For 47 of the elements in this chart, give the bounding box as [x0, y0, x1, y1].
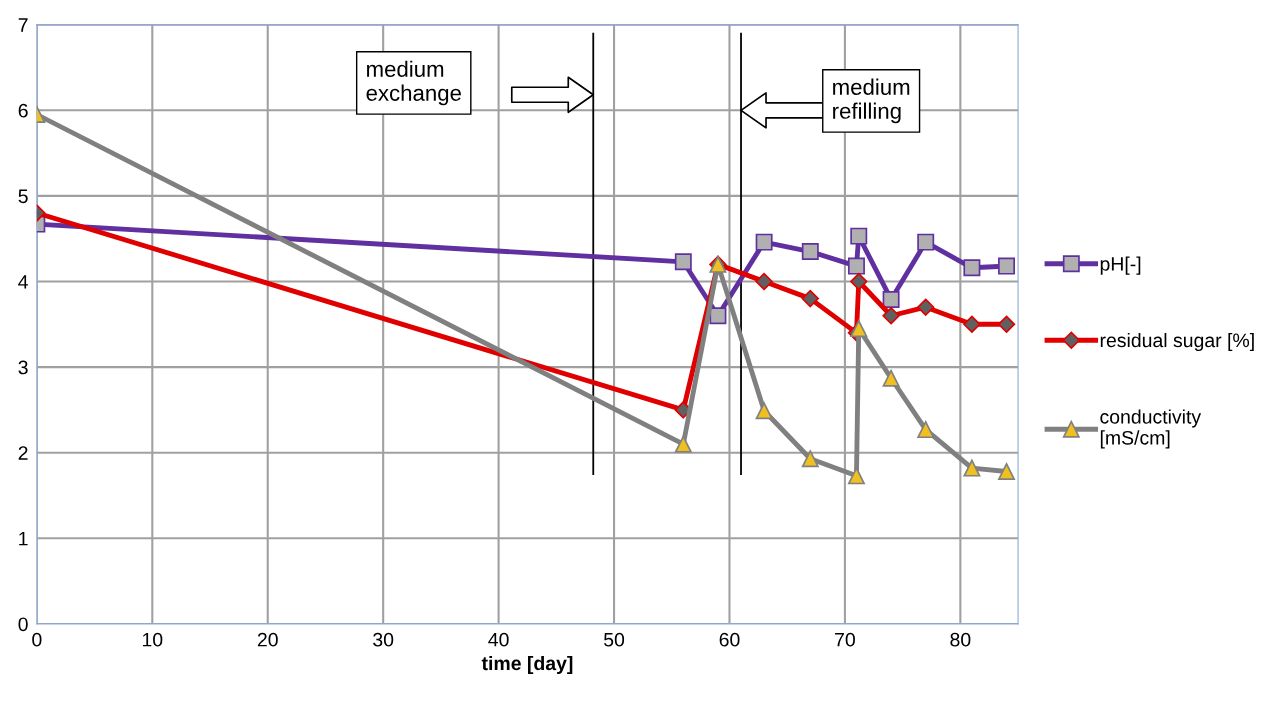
x-tick-label: 50 [604, 632, 625, 647]
y-tick-label: 6 [18, 103, 28, 118]
point [997, 315, 1016, 333]
point [674, 435, 692, 453]
point [755, 233, 773, 251]
y-tick-label: 3 [18, 360, 28, 375]
annotation: medium exchange [366, 60, 461, 106]
point [850, 272, 868, 291]
point [755, 402, 773, 420]
y-tick-label: 7 [18, 18, 28, 32]
x-tick-label: 0 [32, 632, 42, 647]
x-tick-label: 40 [488, 632, 509, 647]
point [963, 259, 981, 277]
point [847, 257, 865, 275]
point [963, 459, 981, 477]
point [709, 307, 727, 325]
point [882, 307, 900, 325]
point [998, 257, 1016, 275]
point [882, 290, 900, 308]
x-tick-label: 80 [950, 632, 971, 647]
x-tick-label: 60 [719, 632, 740, 647]
point [850, 320, 868, 338]
point [998, 463, 1016, 481]
y-tick-label: 1 [19, 531, 28, 546]
point [882, 369, 900, 387]
y-tick-label: 4 [18, 275, 28, 289]
y-tick-label: 5 [18, 189, 28, 204]
legend-label: pH[-] [1100, 256, 1141, 275]
x-tick-label: 70 [835, 632, 855, 647]
point [850, 227, 868, 245]
point [801, 450, 819, 468]
point [801, 243, 819, 261]
y-tick-label: 0 [18, 617, 28, 632]
point [801, 289, 819, 308]
x-axis-title: time [day] [481, 655, 573, 675]
x-tick-label: 10 [142, 632, 163, 647]
x-tick-label: 20 [257, 632, 278, 647]
point [917, 298, 935, 316]
legend-label: conductivity [mS/cm] [1100, 409, 1202, 449]
point [917, 233, 935, 251]
x-tick-label: 30 [373, 632, 394, 647]
point [674, 253, 692, 271]
point [963, 315, 981, 333]
point [755, 272, 773, 291]
legend-label: residual sugar [%] [1100, 332, 1254, 352]
annotation: medium refilling [833, 78, 910, 124]
y-tick-label: 2 [18, 446, 28, 460]
